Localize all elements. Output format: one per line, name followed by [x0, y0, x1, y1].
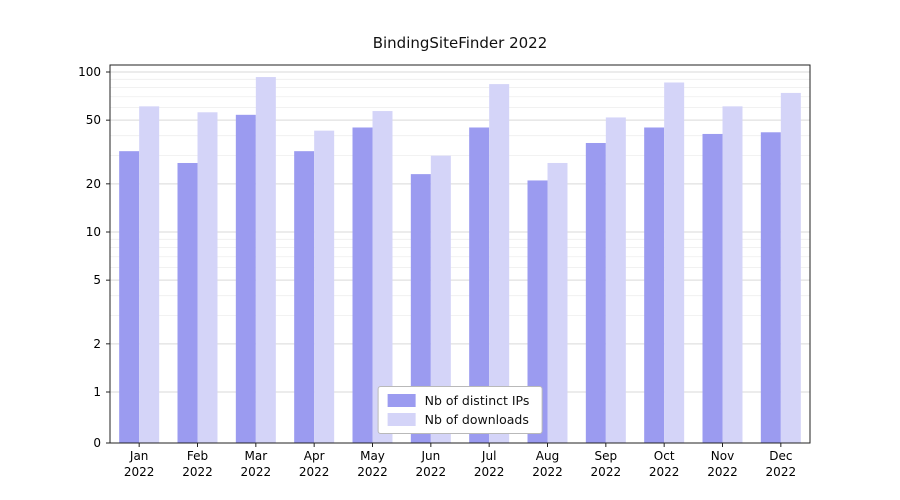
y-tick-label: 1 — [93, 385, 101, 399]
x-tick-label-month: Jun — [420, 449, 440, 463]
bar-oct-downloads — [664, 82, 685, 443]
bar-may-downloads — [372, 111, 393, 443]
x-tick-label-year: 2022 — [474, 465, 505, 479]
legend-swatch-distinct-ips — [387, 394, 416, 407]
x-tick-label-year: 2022 — [299, 465, 330, 479]
x-tick-label-year: 2022 — [766, 465, 797, 479]
bar-apr-ips — [294, 151, 315, 443]
x-tick-label-year: 2022 — [707, 465, 738, 479]
y-tick-label: 2 — [93, 337, 101, 351]
y-tick-label: 0 — [93, 436, 101, 450]
bar-dec-ips — [760, 132, 781, 443]
x-tick-label-year: 2022 — [416, 465, 447, 479]
x-tick-label-year: 2022 — [357, 465, 388, 479]
bar-oct-ips — [644, 127, 665, 444]
bar-jan-ips — [119, 151, 140, 443]
y-tick-label: 50 — [86, 113, 101, 127]
x-tick-label-month: May — [360, 449, 385, 463]
x-tick-label-year: 2022 — [649, 465, 680, 479]
x-tick-label-month: Dec — [769, 449, 792, 463]
y-tick-label: 10 — [86, 225, 101, 239]
x-tick-label-month: Apr — [304, 449, 325, 463]
x-tick-label-month: Nov — [711, 449, 734, 463]
bar-jun-ips — [410, 174, 431, 444]
y-tick-label: 20 — [86, 177, 101, 191]
x-tick-label-month: Feb — [187, 449, 208, 463]
x-tick-label-year: 2022 — [591, 465, 622, 479]
x-tick-label-year: 2022 — [124, 465, 155, 479]
x-tick-label-month: Jul — [481, 449, 496, 463]
x-tick-label-month: Mar — [245, 449, 268, 463]
bar-aug-ips — [527, 180, 548, 443]
bar-mar-downloads — [255, 77, 276, 443]
x-tick-label-month: Aug — [536, 449, 559, 463]
legend-label-distinct-ips: Nb of distinct IPs — [424, 393, 530, 408]
chart-title: BindingSiteFinder 2022 — [372, 34, 548, 52]
bar-may-ips — [352, 127, 373, 444]
bar-sep-ips — [585, 142, 606, 444]
bar-feb-ips — [177, 162, 198, 443]
bar-apr-downloads — [314, 130, 335, 443]
y-tick-label: 5 — [93, 273, 101, 287]
legend-label-downloads: Nb of downloads — [424, 412, 529, 427]
legend-item-downloads: Nb of downloads — [387, 412, 530, 427]
bar-jul-ips — [469, 127, 490, 444]
legend-swatch-downloads — [387, 413, 416, 426]
chart-legend: Nb of distinct IPs Nb of downloads — [377, 386, 543, 434]
axes-frame — [109, 64, 811, 444]
x-tick-label-month: Sep — [595, 449, 618, 463]
x-tick-label-year: 2022 — [241, 465, 272, 479]
bar-jul-downloads — [489, 84, 510, 444]
bar-jun-downloads — [430, 155, 451, 444]
y-tick-label: 100 — [78, 65, 101, 79]
bar-dec-downloads — [780, 92, 801, 444]
bar-jan-downloads — [139, 106, 160, 443]
x-tick-label-year: 2022 — [182, 465, 213, 479]
x-tick-label-month: Oct — [654, 449, 675, 463]
x-tick-label-year: 2022 — [532, 465, 563, 479]
bar-nov-downloads — [722, 106, 743, 443]
x-tick-label-month: Jan — [129, 449, 149, 463]
bar-aug-downloads — [547, 162, 568, 443]
bar-mar-ips — [235, 114, 256, 443]
bar-feb-downloads — [197, 112, 218, 443]
bar-sep-downloads — [605, 117, 626, 444]
legend-item-distinct-ips: Nb of distinct IPs — [387, 393, 530, 408]
bar-nov-ips — [702, 133, 723, 443]
